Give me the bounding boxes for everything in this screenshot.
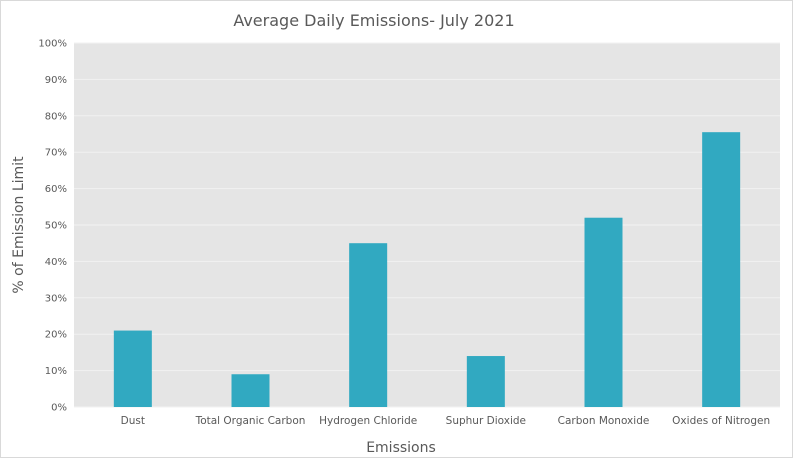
y-tick-label: 0% [51, 403, 67, 414]
bar [702, 132, 741, 407]
x-category-label: Dust [121, 415, 145, 427]
bar [584, 217, 623, 407]
y-tick-label: 80% [45, 111, 67, 122]
x-axis-categories: Dust Total Organic Carbon Hydrogen Chlorid… [121, 415, 770, 427]
y-axis-ticks: 0% 10% 20% 30% 40% 50% 60% 70% 80% 90% 100% [38, 39, 67, 414]
bar [113, 330, 152, 407]
bar [231, 374, 270, 407]
x-category-label: Hydrogen Chloride [319, 415, 417, 427]
y-tick-label: 10% [45, 366, 67, 377]
y-tick-label: 30% [45, 293, 67, 304]
x-category-label: Oxides of Nitrogen [672, 415, 770, 427]
x-category-label: Suphur Dioxide [446, 415, 526, 427]
x-category-label: Carbon Monoxide [558, 415, 650, 427]
bar [466, 356, 505, 407]
bar [349, 243, 388, 407]
x-axis-title: Emissions [366, 440, 436, 456]
y-tick-label: 50% [45, 221, 67, 232]
bars [113, 132, 741, 407]
y-axis-title: % of Emission Limit [11, 156, 27, 294]
y-tick-label: 40% [45, 257, 67, 268]
y-tick-label: 100% [38, 39, 67, 50]
chart-title: Average Daily Emissions- July 2021 [233, 11, 514, 30]
gridlines [74, 42, 780, 408]
y-tick-label: 60% [45, 184, 67, 195]
y-tick-label: 70% [45, 148, 67, 159]
x-category-label: Total Organic Carbon [195, 415, 306, 427]
y-tick-label: 20% [45, 330, 67, 341]
y-tick-label: 90% [45, 75, 67, 86]
